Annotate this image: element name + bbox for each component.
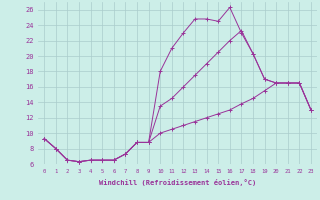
X-axis label: Windchill (Refroidissement éolien,°C): Windchill (Refroidissement éolien,°C) [99, 179, 256, 186]
